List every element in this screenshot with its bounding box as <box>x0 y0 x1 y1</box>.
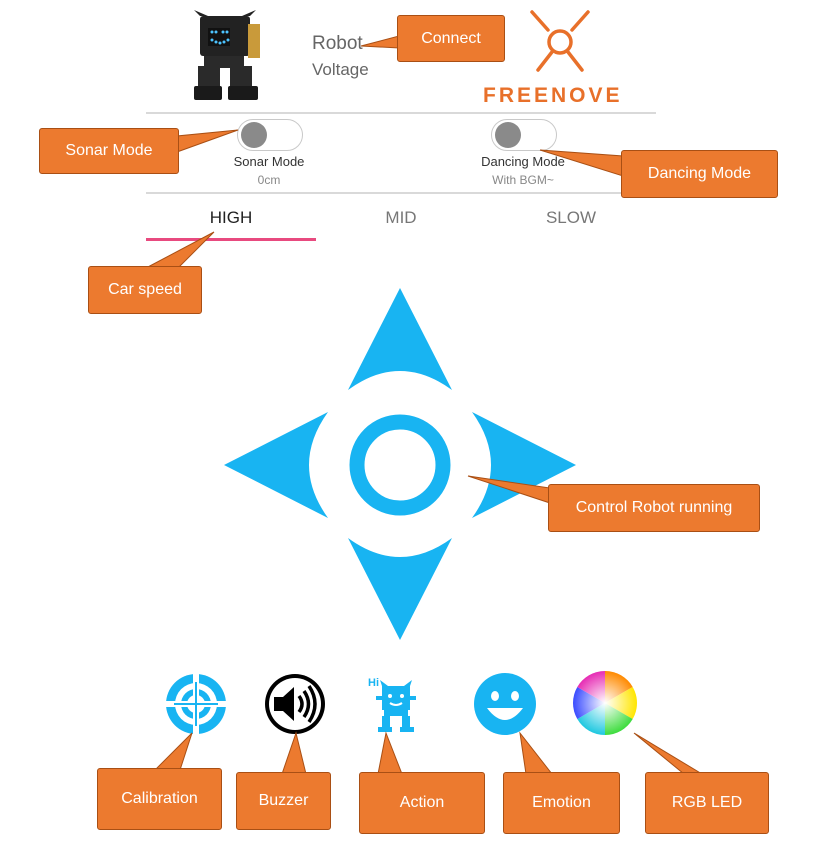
sonar-mode-label: Sonar Mode <box>233 154 305 169</box>
sonar-mode-toggle[interactable] <box>237 119 303 151</box>
buzzer-icon[interactable] <box>263 672 327 736</box>
center-ring-icon[interactable] <box>349 414 451 516</box>
sonar-distance-value: 0cm <box>257 173 281 187</box>
speed-tab-mid[interactable]: MID <box>385 208 417 227</box>
car-speed-callout: Car speed <box>88 266 202 314</box>
connect-callout: Connect <box>397 15 505 62</box>
action-icon[interactable]: Hi <box>368 674 420 734</box>
speed-tab-slow[interactable]: SLOW <box>545 208 597 227</box>
dancing-mode-label: Dancing Mode <box>481 154 565 169</box>
control-callout: Control Robot running <box>548 484 760 532</box>
arrow-down-icon[interactable] <box>348 538 452 640</box>
modes-divider <box>146 192 656 194</box>
robot-voltage: Voltage <box>312 60 369 79</box>
header-divider <box>146 112 656 114</box>
robot-image-icon <box>194 10 260 100</box>
sonar-mode-callout: Sonar Mode <box>39 128 179 174</box>
calibration-icon[interactable] <box>164 672 228 736</box>
rgb-led-callout: RGB LED <box>645 772 769 834</box>
dancing-mode-callout: Dancing Mode <box>621 150 778 198</box>
emotion-icon[interactable] <box>473 672 537 736</box>
dancing-mode-toggle[interactable] <box>491 119 557 151</box>
action-callout: Action <box>359 772 485 834</box>
arrow-up-icon[interactable] <box>348 288 452 390</box>
buzzer-callout: Buzzer <box>236 772 331 830</box>
emotion-callout: Emotion <box>503 772 620 834</box>
sonar-toggle-knob <box>241 122 267 148</box>
arrow-right-icon[interactable] <box>472 412 576 518</box>
calibration-callout: Calibration <box>97 768 222 830</box>
rgb-led-icon[interactable] <box>572 670 638 736</box>
action-icon-text: Hi <box>368 677 379 689</box>
dancing-mode-subtitle: With BGM~ <box>492 173 554 187</box>
brand-name: FREENOVE <box>483 84 623 107</box>
speed-tab-indicator <box>146 238 316 241</box>
freenove-logo-icon <box>530 10 590 72</box>
dancing-toggle-knob <box>495 122 521 148</box>
robot-title[interactable]: Robot <box>312 33 363 54</box>
speed-tab-high[interactable]: HIGH <box>209 208 253 227</box>
arrow-left-icon[interactable] <box>224 412 328 518</box>
